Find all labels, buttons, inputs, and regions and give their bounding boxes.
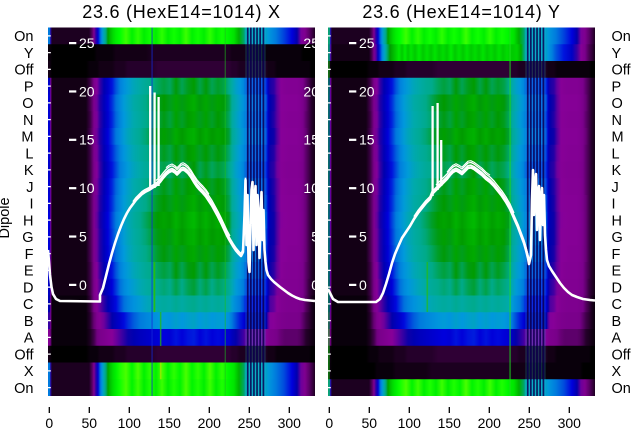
svg-text:D: D: [612, 280, 622, 296]
svg-text:10: 10: [303, 180, 319, 196]
svg-text:O: O: [612, 96, 623, 112]
svg-text:5: 5: [359, 228, 367, 244]
svg-text:15: 15: [79, 132, 95, 148]
svg-text:G: G: [22, 230, 33, 246]
svg-text:15: 15: [303, 132, 319, 148]
svg-text:I: I: [612, 197, 616, 213]
svg-text:0: 0: [359, 277, 367, 293]
svg-text:On: On: [612, 381, 631, 397]
svg-text:50: 50: [82, 415, 98, 431]
svg-text:Off: Off: [612, 63, 632, 79]
svg-text:M: M: [612, 130, 624, 146]
svg-text:A: A: [612, 331, 622, 347]
svg-text:150: 150: [438, 415, 462, 431]
svg-text:L: L: [25, 146, 33, 162]
svg-text:E: E: [24, 264, 34, 280]
svg-text:300: 300: [558, 415, 582, 431]
svg-text:G: G: [612, 230, 623, 246]
svg-text:N: N: [612, 113, 622, 129]
svg-text:Off: Off: [14, 63, 34, 79]
svg-text:C: C: [612, 297, 622, 313]
svg-text:I: I: [29, 197, 33, 213]
svg-text:150: 150: [158, 415, 182, 431]
svg-text:100: 100: [118, 415, 142, 431]
svg-text:K: K: [24, 163, 34, 179]
svg-text:20: 20: [303, 83, 319, 99]
svg-text:B: B: [612, 314, 622, 330]
svg-text:P: P: [24, 79, 34, 95]
svg-text:K: K: [612, 163, 622, 179]
svg-text:On: On: [14, 29, 33, 45]
svg-text:250: 250: [238, 415, 262, 431]
svg-text:20: 20: [79, 83, 95, 99]
svg-text:F: F: [612, 247, 621, 263]
svg-text:B: B: [24, 314, 34, 330]
svg-text:0: 0: [311, 277, 319, 293]
svg-text:25: 25: [79, 35, 95, 51]
svg-text:X: X: [24, 364, 34, 380]
svg-text:25: 25: [359, 35, 375, 51]
svg-text:5: 5: [311, 228, 319, 244]
svg-text:50: 50: [362, 415, 378, 431]
svg-text:J: J: [26, 180, 33, 196]
svg-text:Off: Off: [612, 347, 632, 363]
svg-text:D: D: [23, 280, 33, 296]
svg-text:200: 200: [198, 415, 222, 431]
svg-text:0: 0: [79, 277, 87, 293]
svg-text:5: 5: [79, 228, 87, 244]
svg-text:200: 200: [478, 415, 502, 431]
svg-text:O: O: [22, 96, 33, 112]
svg-text:0: 0: [325, 415, 333, 431]
svg-text:M: M: [21, 130, 33, 146]
svg-text:23.6 (HexE14=1014) Y: 23.6 (HexE14=1014) Y: [362, 2, 560, 22]
svg-text:25: 25: [303, 35, 319, 51]
svg-text:A: A: [24, 331, 34, 347]
svg-text:100: 100: [398, 415, 422, 431]
svg-text:N: N: [23, 113, 33, 129]
svg-text:0: 0: [45, 415, 53, 431]
svg-text:F: F: [25, 247, 34, 263]
svg-text:Dipole: Dipole: [0, 197, 13, 238]
svg-text:23.6 (HexE14=1014) X: 23.6 (HexE14=1014) X: [82, 2, 281, 22]
svg-text:250: 250: [518, 415, 542, 431]
svg-text:H: H: [23, 213, 33, 229]
svg-text:Off: Off: [14, 347, 34, 363]
svg-text:H: H: [612, 213, 622, 229]
svg-text:L: L: [612, 146, 620, 162]
svg-text:X: X: [612, 364, 622, 380]
svg-text:300: 300: [278, 415, 302, 431]
svg-text:10: 10: [79, 180, 95, 196]
svg-text:15: 15: [359, 132, 375, 148]
svg-text:P: P: [612, 79, 622, 95]
svg-text:20: 20: [359, 83, 375, 99]
svg-text:C: C: [23, 297, 33, 313]
svg-text:J: J: [612, 180, 619, 196]
svg-text:Y: Y: [612, 46, 622, 62]
svg-text:10: 10: [359, 180, 375, 196]
svg-text:On: On: [612, 29, 631, 45]
svg-text:E: E: [612, 264, 622, 280]
svg-text:On: On: [14, 381, 33, 397]
svg-text:Y: Y: [24, 46, 34, 62]
